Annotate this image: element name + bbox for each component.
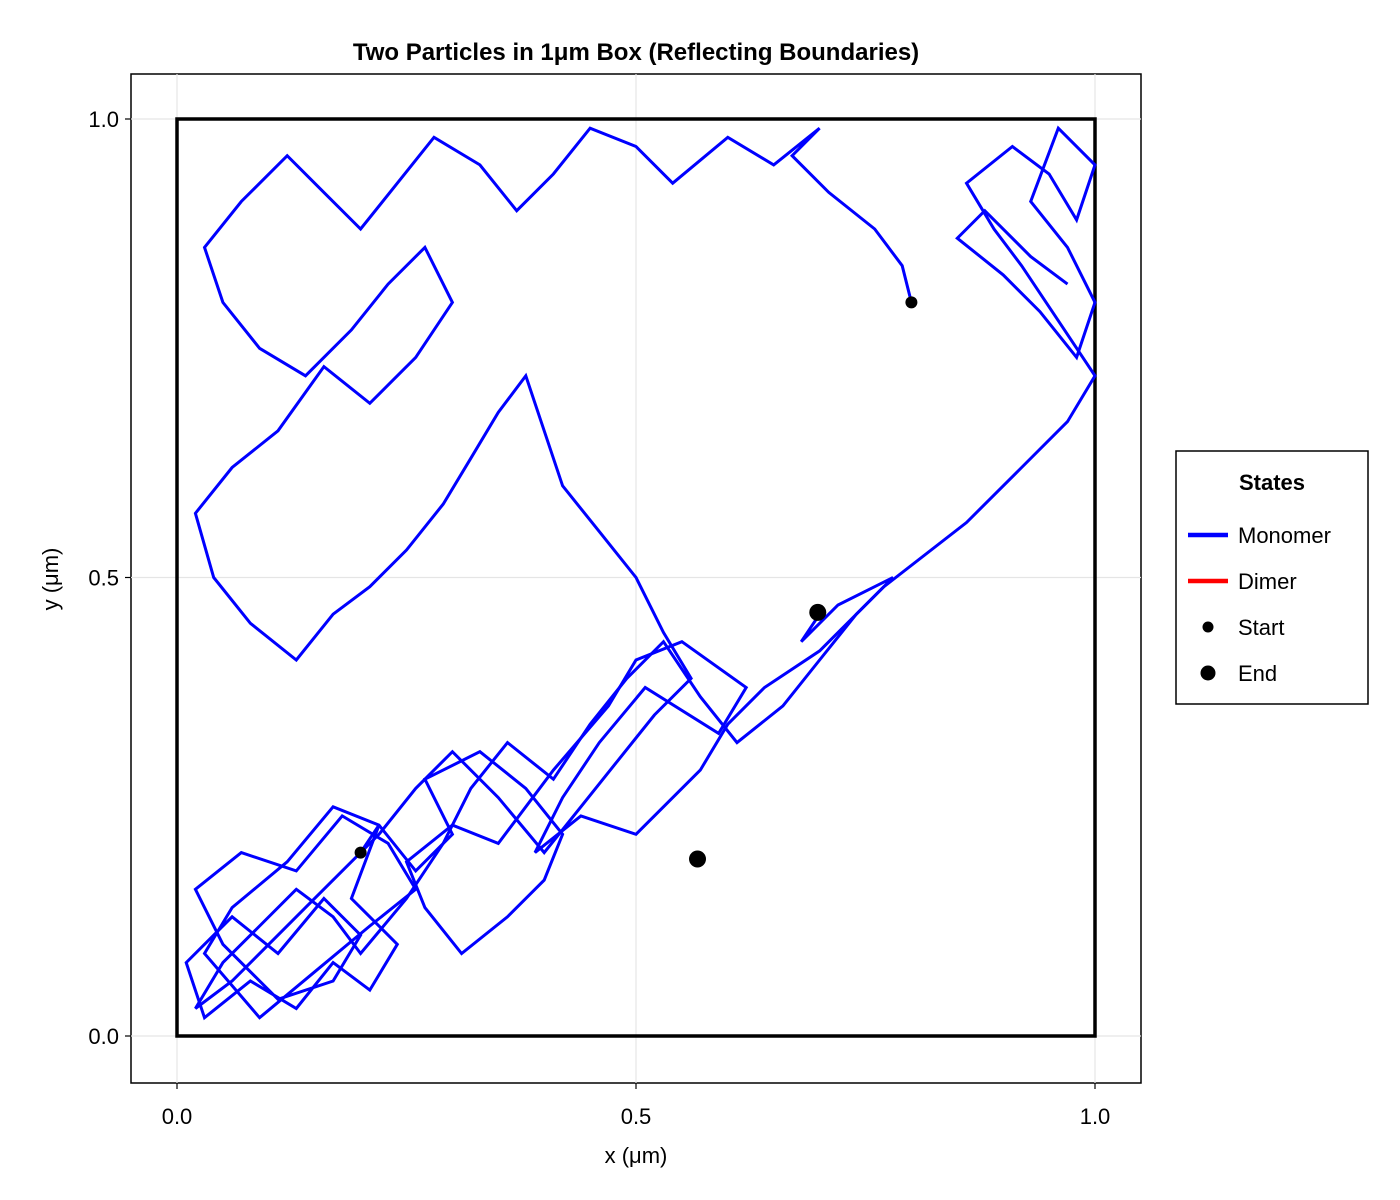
end-marker-3	[689, 850, 707, 868]
start-marker-2	[905, 296, 918, 309]
trajectory-line-2	[193, 126, 913, 1010]
legend-label-end: End	[1238, 661, 1277, 686]
trajectory-line-1	[184, 125, 1097, 1021]
x-tick-label-0: 0.0	[162, 1104, 193, 1129]
y-tick-label-2: 1.0	[88, 107, 119, 132]
end-marker-4	[809, 603, 827, 621]
y-tick-label-0: 0.0	[88, 1024, 119, 1049]
chart-title: Two Particles in 1μm Box (Reflecting Bou…	[353, 39, 919, 66]
legend-swatch-start	[1202, 621, 1214, 633]
legend-items: Monomer Dimer Start End	[1188, 523, 1331, 686]
box-outline	[175, 117, 1097, 1038]
box-boundary	[175, 117, 1097, 1038]
x-tick-label-2: 1.0	[1080, 1104, 1111, 1129]
legend: States Monomer Dimer Start End	[1175, 450, 1369, 705]
legend-swatch-end	[1200, 665, 1216, 681]
y-axis-label: y (μm)	[38, 548, 63, 611]
legend-title: States	[1239, 470, 1305, 495]
x-axis-ticks: 0.0 0.5 1.0	[162, 1083, 1111, 1129]
legend-label-start: Start	[1238, 615, 1284, 640]
start-marker-1	[354, 846, 367, 859]
legend-label-dimer: Dimer	[1238, 569, 1297, 594]
y-axis-ticks: 0.0 0.5 1.0	[88, 107, 131, 1049]
x-axis-label: x (μm)	[605, 1143, 668, 1168]
legend-label-monomer: Monomer	[1238, 523, 1331, 548]
legend-box	[1175, 450, 1369, 705]
trajectories	[184, 125, 1097, 1021]
y-tick-label-1: 0.5	[88, 566, 119, 591]
x-tick-label-1: 0.5	[621, 1104, 652, 1129]
markers	[354, 296, 918, 868]
